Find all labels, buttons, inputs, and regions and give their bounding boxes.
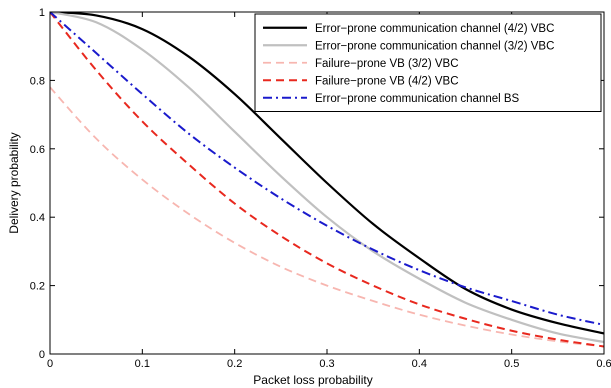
axes: 0 0.1 0.2 0.3 0.4 0.5 0.6 0 0.2 0.4 0.6 0.8 1 Packet … bbox=[7, 7, 611, 387]
legend: Error−prone communication channel (4/2) … bbox=[254, 13, 602, 112]
y-tick-label: 0.2 bbox=[30, 281, 45, 293]
series-group bbox=[50, 12, 604, 348]
series-line-2 bbox=[50, 12, 604, 344]
y-tick-label: 0.8 bbox=[30, 75, 45, 87]
x-tick-label: 0.1 bbox=[135, 358, 150, 370]
x-tick-label: 0 bbox=[47, 358, 53, 370]
y-tick-label: 0.6 bbox=[30, 144, 45, 156]
legend-box bbox=[254, 13, 602, 112]
x-tick-label: 0.5 bbox=[504, 358, 519, 370]
legend-label-1: Error−prone communication channel (4/2) … bbox=[315, 23, 554, 35]
y-axis-title: Delivery probability bbox=[7, 132, 21, 233]
y-tick-label: 0 bbox=[39, 349, 45, 361]
legend-label-3: Failure−prone VB (3/2) VBC bbox=[315, 58, 459, 70]
x-tick-label: 0.6 bbox=[596, 358, 611, 370]
series-line-4 bbox=[50, 12, 604, 348]
x-axis-title: Packet loss probability bbox=[253, 373, 372, 387]
x-tick-label: 0.4 bbox=[412, 358, 427, 370]
x-tick-label: 0.3 bbox=[319, 358, 334, 370]
series-line-3 bbox=[50, 86, 604, 348]
legend-label-2: Error−prone communication channel (3/2) … bbox=[315, 40, 554, 52]
legend-label-5: Error−prone communication channel BS bbox=[315, 93, 520, 105]
y-tick-label: 1 bbox=[39, 7, 45, 19]
legend-label-4: Failure−prone VB (4/2) VBC bbox=[315, 75, 459, 87]
y-tick-label: 0.4 bbox=[30, 212, 45, 224]
series-line-1 bbox=[50, 12, 604, 335]
x-tick-label: 0.2 bbox=[227, 358, 242, 370]
series-line-5 bbox=[50, 12, 604, 326]
